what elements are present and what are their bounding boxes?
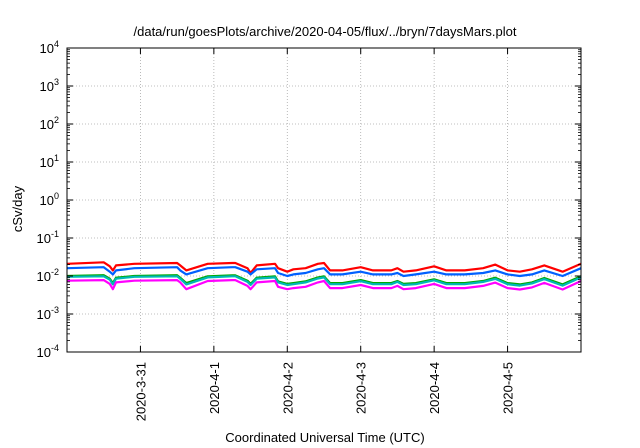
y-tick-base: 10 — [37, 307, 51, 322]
y-tick-base: 10 — [37, 231, 51, 246]
y-tick-exponent: -4 — [51, 343, 59, 353]
y-tick-label: 10-2 — [37, 267, 59, 284]
x-tick-label: 2020-4-5 — [501, 362, 516, 414]
y-tick-label: 10-4 — [37, 343, 59, 360]
x-tick-labels: 2020-3-31 2020-4-1 2020-4-2 2020-4-3 2020-4-… — [133, 362, 515, 421]
chart-title: /data/run/goesPlots/archive/2020-04-05/f… — [134, 24, 517, 39]
x-tick-label: 2020-3-31 — [133, 362, 148, 421]
y-tick-base: 10 — [37, 269, 51, 284]
y-tick-base: 10 — [37, 345, 51, 360]
series-line — [66, 279, 582, 291]
y-tick-label: 10-3 — [37, 305, 59, 322]
x-tick-label: 2020-4-1 — [207, 362, 222, 414]
y-tick-base: 10 — [40, 79, 54, 94]
y-tick-label: 10-1 — [37, 229, 59, 246]
grid-lines — [67, 48, 581, 352]
y-tick-exponent: 0 — [54, 191, 59, 201]
y-tick-base: 10 — [40, 41, 54, 56]
y-tick-label: 102 — [40, 115, 59, 132]
x-tick-label: 2020-4-2 — [280, 362, 295, 414]
y-tick-label: 101 — [40, 153, 59, 170]
y-tick-label: 100 — [40, 191, 59, 208]
series-lines — [66, 261, 582, 291]
series-line — [66, 261, 582, 275]
y-tick-base: 10 — [40, 117, 54, 132]
x-axis-label: Coordinated Universal Time (UTC) — [225, 430, 424, 445]
y-tick-exponent: 2 — [54, 115, 59, 125]
tick-marks — [67, 47, 581, 353]
y-tick-exponent: 3 — [54, 77, 59, 87]
series-line — [66, 275, 582, 287]
y-tick-label: 104 — [40, 39, 59, 56]
y-tick-label: 103 — [40, 77, 59, 94]
y-tick-exponent: 1 — [54, 153, 59, 163]
x-tick-label: 2020-4-3 — [354, 362, 369, 414]
y-tick-exponent: 4 — [54, 39, 59, 49]
series-line — [66, 266, 582, 278]
y-axis-label: cSv/day — [10, 185, 25, 232]
y-tick-exponent: -3 — [51, 305, 59, 315]
y-tick-exponent: -1 — [51, 229, 59, 239]
x-tick-label: 2020-4-4 — [427, 362, 442, 414]
plot-frame — [66, 47, 582, 353]
y-tick-exponent: -2 — [51, 267, 59, 277]
y-tick-base: 10 — [40, 155, 54, 170]
y-tick-base: 10 — [40, 193, 54, 208]
